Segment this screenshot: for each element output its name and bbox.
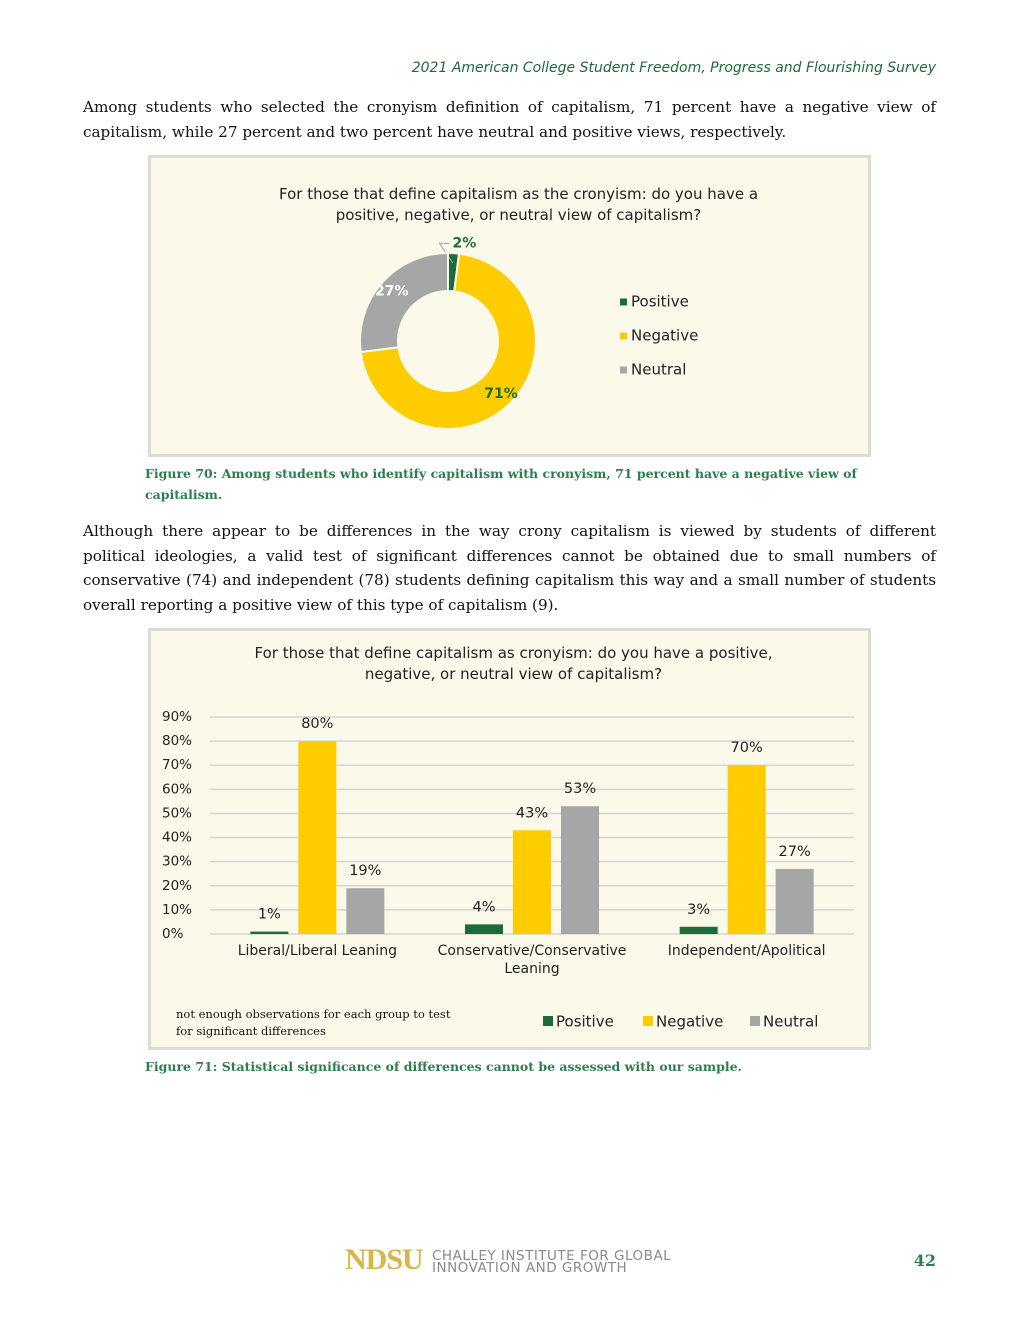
paragraph: Among students who selected the cronyism… [83, 98, 936, 141]
chart-frame: 2% 71% 27% Positive Negative Neutral For thos… [148, 155, 871, 457]
bar [250, 931, 289, 934]
bar [679, 926, 718, 934]
bar [561, 806, 599, 934]
figure-caption: Figure 70: Among students who identify c… [145, 466, 857, 502]
legend-swatch [620, 366, 627, 374]
y-tick-label: 80% [162, 733, 192, 749]
institute-name: CHALLEY INSTITUTE FOR GLOBAL [432, 1248, 672, 1264]
data-label: 1% [258, 907, 281, 923]
data-label: 27% [779, 844, 811, 860]
bar [727, 765, 766, 934]
bar [346, 888, 385, 934]
legend-swatch [643, 1016, 653, 1026]
data-label: 71% [484, 386, 518, 402]
institute-name: INNOVATION AND GROWTH [432, 1260, 628, 1276]
bar-chart: 0% 10% 20% 30% 40% 50% 60% 70% 80% 90% 1% 80% 19% 4% 4… [162, 709, 854, 1031]
legend-swatch [750, 1016, 760, 1026]
legend-label: Neutral [763, 1013, 818, 1031]
x-tick-label: Conservative/Conservative Leaning [437, 943, 627, 977]
y-tick-label: 40% [162, 830, 192, 846]
y-tick-label: 50% [162, 805, 192, 821]
figure-caption: Figure 71: Statistical significance of d… [145, 1059, 742, 1074]
chart-title: For those that define capitalism as cron… [254, 644, 773, 683]
legend-swatch [620, 332, 627, 340]
bar [298, 741, 337, 934]
data-label: 19% [349, 863, 381, 879]
legend-label: Positive [631, 293, 689, 311]
legend-swatch [543, 1016, 553, 1026]
x-tick-label: Liberal/Liberal Leaning [237, 943, 397, 959]
legend-swatch [620, 298, 627, 306]
bar [465, 924, 503, 934]
bar [775, 868, 814, 934]
page-number: 42 [913, 1251, 936, 1270]
paragraph: Although there appear to be differences … [83, 522, 936, 614]
donut-segment [359, 251, 449, 354]
data-label: 3% [687, 902, 710, 918]
bar [513, 830, 551, 934]
y-tick-label: 20% [162, 878, 192, 894]
chart-title: For those that define capitalism as the … [278, 185, 759, 224]
data-label: 2% [452, 235, 476, 251]
donut-segment [359, 252, 537, 430]
y-tick-label: 70% [162, 757, 192, 773]
data-label: 80% [301, 716, 333, 732]
y-tick-label: 90% [162, 709, 192, 725]
chart-note: not enough observations for each group t… [176, 1007, 451, 1038]
data-label: 70% [731, 740, 763, 756]
running-header: 2021 American College Student Freedom, P… [411, 60, 936, 76]
y-tick-label: 0% [162, 926, 184, 942]
chart-frame: 0% 10% 20% 30% 40% 50% 60% 70% 80% 90% 1% 80% 19% 4% 4… [148, 628, 871, 1050]
y-tick-label: 60% [162, 781, 192, 797]
data-label: 43% [516, 805, 548, 821]
y-tick-label: 10% [162, 902, 192, 918]
data-label: 4% [472, 899, 495, 915]
y-tick-label: 30% [162, 854, 192, 870]
legend-label: Negative [656, 1013, 723, 1031]
donut-chart: 2% 71% 27% Positive Negative Neutral [359, 235, 698, 430]
legend-label: Positive [556, 1013, 614, 1031]
logo: NDSU [345, 1243, 424, 1276]
data-label: 27% [375, 283, 409, 299]
x-tick-label: Independent/Apolitical [667, 943, 826, 959]
legend-label: Neutral [631, 361, 686, 379]
legend-label: Negative [631, 327, 698, 345]
data-label: 53% [564, 781, 596, 797]
